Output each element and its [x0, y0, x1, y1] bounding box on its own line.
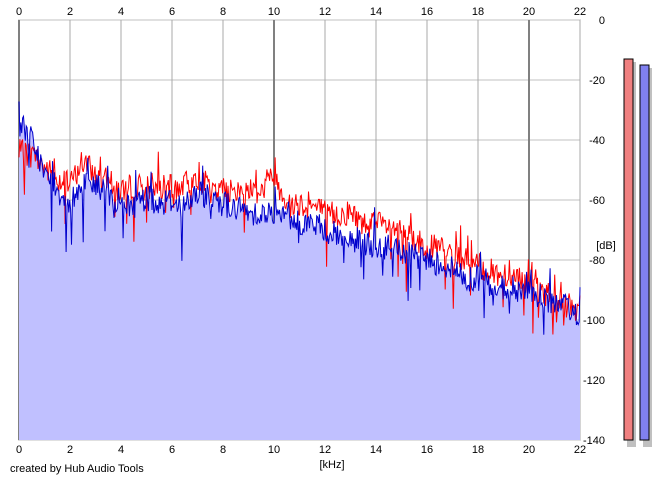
- x-tick-label-top: 8: [220, 6, 226, 18]
- level-meter-bar: [624, 59, 633, 440]
- x-tick-label-bottom: 18: [472, 444, 484, 456]
- y-tick-label: -100: [583, 315, 605, 327]
- level-meter-bar: [640, 65, 649, 440]
- y-tick-label: -140: [583, 435, 605, 447]
- x-tick-label-top: 18: [472, 6, 484, 18]
- y-axis-label: [dB]: [596, 240, 616, 252]
- x-tick-label-top: 20: [523, 6, 535, 18]
- x-tick-label-bottom: 20: [523, 444, 535, 456]
- x-tick-label-bottom: 10: [268, 444, 280, 456]
- credit-text: created by Hub Audio Tools: [10, 463, 144, 475]
- x-tick-label-bottom: 6: [169, 444, 175, 456]
- y-tick-label: -60: [589, 195, 605, 207]
- y-tick-label: -120: [583, 375, 605, 387]
- x-tick-label-top: 12: [319, 6, 331, 18]
- x-tick-label-top: 14: [370, 6, 382, 18]
- x-tick-label-top: 0: [16, 6, 22, 18]
- x-tick-label-bottom: 8: [220, 444, 226, 456]
- x-tick-label-top: 2: [67, 6, 73, 18]
- x-tick-label-top: 6: [169, 6, 175, 18]
- x-tick-label-bottom: 16: [421, 444, 433, 456]
- x-tick-label-top: 10: [268, 6, 280, 18]
- x-tick-label-bottom: 0: [16, 444, 22, 456]
- x-axis-label: [kHz]: [319, 459, 344, 471]
- y-tick-label: -20: [589, 75, 605, 87]
- x-tick-label-bottom: 12: [319, 444, 331, 456]
- y-tick-label: -80: [589, 255, 605, 267]
- level-meters: [624, 59, 652, 447]
- y-tick-label: -40: [589, 135, 605, 147]
- x-tick-label-top: 4: [118, 6, 124, 18]
- x-tick-label-top: 22: [574, 6, 586, 18]
- y-tick-label: 0: [599, 15, 605, 27]
- x-tick-label-bottom: 4: [118, 444, 124, 456]
- x-tick-label-top: 16: [421, 6, 433, 18]
- x-tick-label-bottom: 14: [370, 444, 382, 456]
- x-tick-label-bottom: 2: [67, 444, 73, 456]
